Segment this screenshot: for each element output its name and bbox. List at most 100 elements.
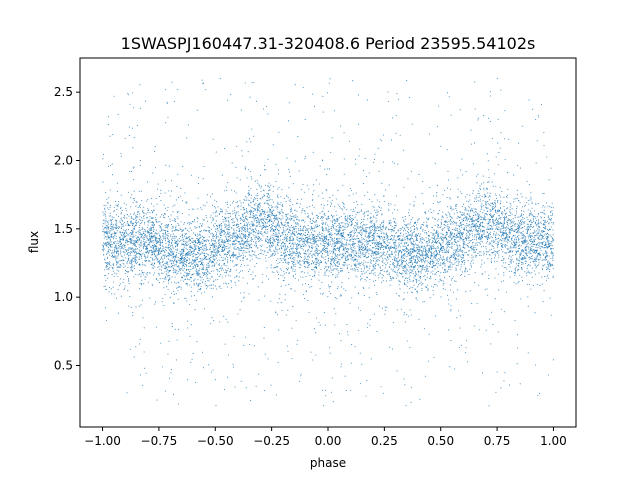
data-point: [325, 229, 327, 231]
data-point: [144, 279, 146, 281]
data-point: [531, 201, 533, 203]
data-point: [552, 252, 554, 254]
data-point: [484, 215, 486, 217]
data-point: [275, 248, 277, 250]
data-point: [216, 262, 218, 264]
data-point: [426, 265, 428, 268]
data-point: [405, 262, 407, 264]
data-point: [239, 309, 241, 311]
data-point: [397, 98, 400, 100]
data-point: [149, 260, 151, 262]
data-point: [393, 243, 395, 245]
data-point: [216, 232, 218, 234]
data-point: [339, 258, 341, 261]
data-point: [134, 259, 136, 261]
data-point: [550, 218, 553, 220]
data-point: [531, 202, 533, 204]
data-point: [339, 253, 341, 255]
data-point: [532, 258, 534, 260]
data-point: [335, 275, 337, 277]
data-point: [435, 238, 437, 240]
data-point: [133, 244, 135, 246]
data-point: [423, 238, 425, 240]
data-point: [476, 182, 478, 184]
data-point: [221, 234, 223, 237]
data-point: [221, 238, 223, 240]
data-point: [301, 198, 303, 200]
data-point: [215, 257, 217, 259]
data-point: [367, 262, 369, 264]
data-point: [102, 250, 105, 252]
data-point: [403, 233, 405, 235]
data-point: [161, 272, 163, 274]
data-point: [407, 277, 409, 280]
data-point: [113, 233, 115, 235]
data-point: [485, 202, 487, 204]
data-point: [403, 243, 406, 245]
data-point: [317, 215, 320, 218]
data-point: [311, 245, 313, 247]
data-point: [461, 273, 463, 276]
data-point: [510, 226, 512, 228]
data-point: [471, 219, 473, 221]
data-point: [481, 372, 484, 374]
data-point: [246, 243, 248, 245]
data-point: [280, 268, 282, 270]
data-point: [296, 218, 298, 221]
data-point: [541, 276, 543, 278]
data-point: [349, 243, 351, 245]
data-point: [217, 273, 219, 275]
data-point: [259, 245, 261, 247]
data-point: [378, 246, 380, 248]
data-point: [344, 375, 346, 377]
data-point: [139, 84, 141, 86]
data-point: [490, 262, 493, 264]
data-point: [180, 221, 182, 223]
data-point: [496, 197, 498, 199]
data-point: [372, 226, 374, 228]
data-point: [322, 293, 324, 295]
data-point: [221, 259, 223, 261]
data-point: [466, 270, 469, 272]
data-point: [547, 229, 550, 232]
data-point: [379, 223, 381, 226]
data-point: [342, 202, 344, 204]
data-point: [116, 190, 118, 193]
data-point: [552, 248, 554, 250]
data-point: [103, 213, 105, 215]
data-point: [380, 386, 382, 388]
data-point: [260, 225, 262, 227]
data-point: [318, 279, 320, 281]
data-point: [257, 195, 259, 197]
data-point: [289, 215, 291, 217]
data-point: [202, 274, 205, 276]
data-point: [202, 250, 204, 252]
data-point: [309, 256, 311, 258]
data-point: [188, 258, 190, 260]
data-point: [151, 241, 153, 243]
data-point: [545, 236, 547, 238]
data-point: [154, 235, 156, 237]
data-point: [118, 228, 120, 230]
data-point: [448, 303, 450, 305]
data-point: [327, 240, 329, 242]
data-point: [504, 232, 506, 234]
data-point: [147, 211, 149, 214]
data-point: [468, 225, 470, 227]
data-point: [336, 298, 338, 300]
data-point: [299, 264, 301, 266]
data-point: [260, 249, 262, 251]
data-point: [166, 247, 168, 249]
data-point: [534, 238, 536, 240]
data-point: [122, 281, 124, 283]
data-point: [494, 206, 496, 208]
data-point: [420, 240, 422, 242]
data-point: [106, 265, 108, 267]
data-point: [383, 161, 385, 163]
data-point: [199, 258, 201, 260]
data-point: [233, 265, 235, 267]
data-point: [131, 236, 133, 238]
data-point: [189, 335, 191, 337]
data-point: [355, 192, 357, 194]
data-point: [175, 226, 177, 229]
